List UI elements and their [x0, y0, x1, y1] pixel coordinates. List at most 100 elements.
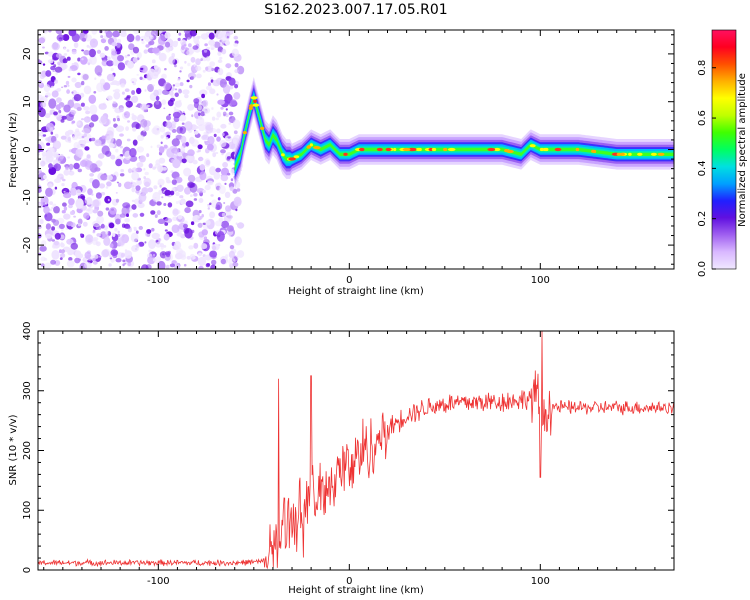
noise-blob [212, 152, 217, 158]
noise-blob [190, 221, 195, 226]
noise-blob [44, 262, 52, 269]
noise-blob [147, 84, 154, 92]
noise-blob [43, 174, 47, 180]
noise-blob [103, 82, 111, 91]
y-tick-label: 20 [22, 48, 33, 61]
noise-blob [115, 258, 122, 263]
noise-blob [142, 105, 149, 113]
signal-peak [281, 153, 285, 157]
noise-blob [51, 239, 55, 242]
x-tick-label: 0 [346, 275, 352, 286]
noise-blob [213, 133, 217, 138]
noise-blob [112, 232, 116, 237]
noise-blob [115, 198, 119, 203]
noise-blob [135, 105, 138, 108]
noise-blob [85, 110, 91, 115]
noise-blob [127, 120, 130, 123]
signal-peak [376, 147, 383, 152]
noise-blob [106, 181, 112, 187]
noise-blob [187, 37, 191, 40]
noise-blob [188, 245, 194, 250]
signal-peak [293, 155, 300, 159]
noise-blob [43, 205, 50, 214]
noise-blob [152, 84, 155, 87]
noise-blob [88, 238, 92, 242]
noise-blob [155, 100, 160, 105]
noise-blob [162, 167, 167, 171]
noise-blob [62, 202, 67, 207]
noise-blob [59, 257, 63, 260]
noise-blob [197, 149, 201, 153]
noise-blob [148, 68, 156, 76]
noise-blob [164, 229, 168, 232]
noise-blob [171, 159, 176, 163]
noise-blob [62, 63, 68, 70]
noise-blob [53, 151, 60, 158]
noise-blob [88, 48, 96, 58]
noise-blob [38, 107, 46, 118]
noise-blob [117, 55, 124, 62]
noise-blob [69, 65, 78, 72]
noise-blob [89, 38, 98, 48]
noise-blob [219, 41, 225, 47]
noise-blob [135, 35, 141, 41]
noise-blob [45, 92, 51, 98]
noise-blob [113, 91, 121, 100]
noise-blob [174, 64, 177, 68]
noise-blob [215, 220, 223, 227]
noise-blob [184, 60, 187, 64]
noise-blob [157, 178, 165, 186]
noise-blob [107, 56, 111, 61]
noise-blob [171, 179, 177, 185]
noise-blob [183, 30, 190, 34]
noise-blob [84, 197, 93, 205]
noise-blob [111, 208, 114, 211]
noise-blob [163, 203, 167, 206]
noise-blob [74, 250, 82, 258]
noise-blob [124, 250, 133, 259]
noise-blob [165, 46, 171, 53]
noise-blob [141, 187, 149, 195]
noise-blob [125, 101, 129, 106]
noise-blob [224, 182, 227, 185]
noise-blob [131, 171, 140, 181]
noise-blob [63, 213, 71, 220]
colorbar-tick-label: 0.0 [697, 261, 708, 277]
noise-blob [181, 45, 185, 51]
noise-blob [214, 184, 217, 186]
noise-blob [152, 47, 160, 54]
noise-blob [184, 228, 193, 239]
noise-blob [129, 184, 135, 188]
noise-blob [124, 55, 128, 58]
noise-blob [94, 167, 101, 172]
noise-blob [83, 133, 87, 138]
noise-blob [87, 188, 93, 196]
noise-blob [72, 135, 78, 141]
noise-blob [196, 73, 202, 79]
noise-blob [70, 187, 77, 196]
noise-blob [64, 189, 68, 192]
noise-blob [204, 49, 208, 53]
noise-blob [53, 111, 58, 116]
noise-blob [186, 49, 194, 56]
noise-blob [225, 205, 232, 212]
noise-blob [92, 179, 100, 189]
noise-blob [175, 191, 180, 197]
noise-blob [181, 122, 185, 125]
noise-blob [60, 249, 65, 254]
noise-blob [126, 138, 131, 142]
noise-blob [209, 202, 212, 206]
noise-blob [112, 173, 115, 176]
noise-blob [171, 224, 180, 233]
noise-blob [112, 101, 117, 104]
signal-peak [539, 147, 545, 152]
noise-blob [106, 73, 115, 82]
noise-blob [86, 154, 91, 159]
noise-blob [161, 196, 164, 199]
noise-blob [168, 113, 171, 116]
noise-blob [61, 210, 66, 214]
noise-blob [108, 263, 112, 267]
noise-blob [71, 77, 77, 83]
noise-blob [163, 82, 172, 91]
noise-blob [193, 198, 198, 201]
